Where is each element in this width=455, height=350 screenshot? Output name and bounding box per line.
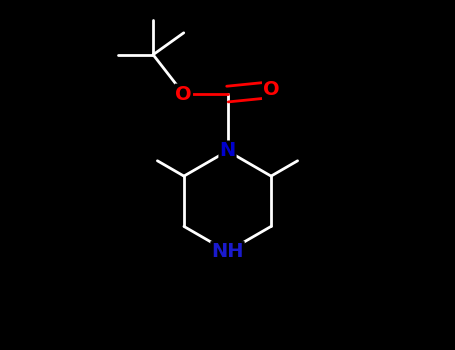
Text: N: N <box>219 141 236 160</box>
Text: O: O <box>263 80 279 99</box>
Text: NH: NH <box>211 242 244 261</box>
Text: O: O <box>176 85 192 104</box>
